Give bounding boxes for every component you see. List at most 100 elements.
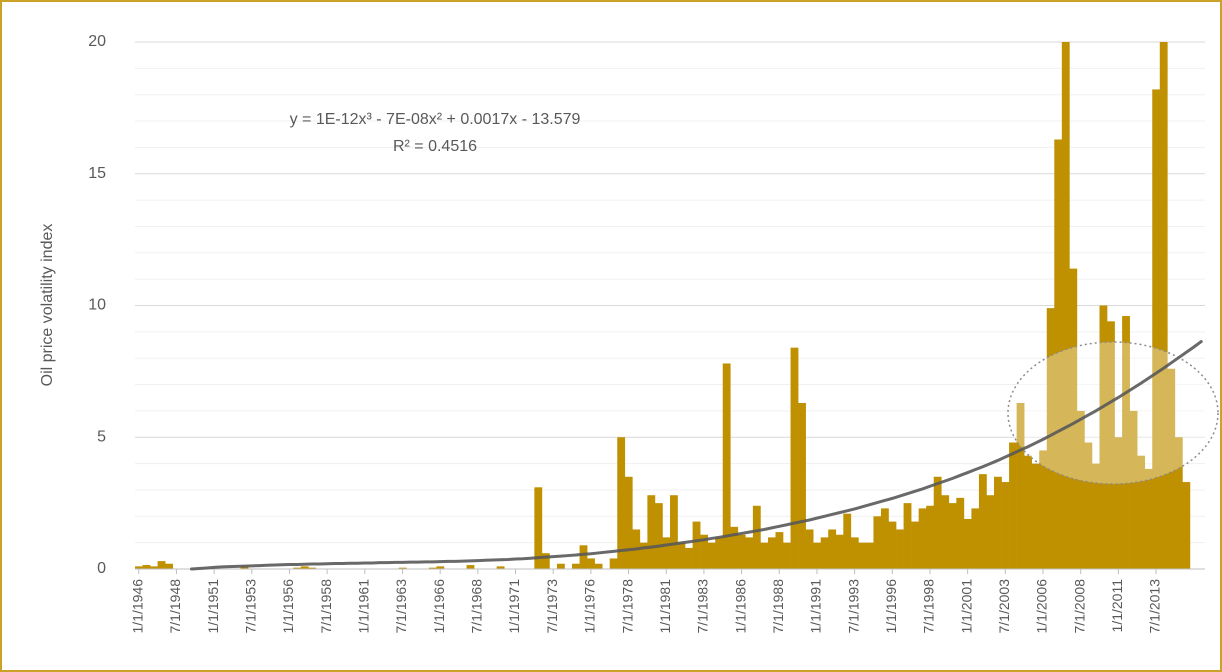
bar [956,497,965,569]
x-tick-label: 7/1/1993 [845,579,861,634]
bar [541,553,550,569]
bar [730,526,739,569]
bar [1122,316,1130,569]
bar [587,558,595,569]
bar [496,566,505,569]
bar [745,537,754,569]
bar [767,537,776,569]
bar [722,363,731,569]
bar [1182,482,1191,569]
bar [858,542,867,569]
bar [594,563,603,569]
x-tick-label: 7/1/1948 [167,579,183,634]
bar [1152,89,1161,570]
bar [700,534,708,569]
y-axis-label: Oil price volatility index [39,224,56,387]
bar [978,474,987,569]
bar [1174,437,1183,569]
bar [677,542,686,569]
x-tick-label: 7/1/1953 [242,579,258,634]
bar [617,437,626,569]
bar [1137,455,1146,569]
x-tick-label: 7/1/2003 [996,579,1012,634]
bar [1016,402,1025,569]
bar [135,566,143,569]
bar [1061,42,1070,569]
y-tick-label: 15 [88,165,106,182]
bar [948,503,957,569]
bar [873,516,882,569]
bar [737,534,746,569]
x-tick-label: 7/1/2008 [1071,579,1087,634]
y-tick-label: 5 [97,428,106,445]
bar [624,476,633,569]
bar [556,563,565,569]
bar [1009,442,1017,569]
bar [775,532,784,569]
bar [971,508,980,569]
bar [798,402,806,569]
bar [609,558,618,569]
bar [707,542,716,569]
x-tick-label: 1/1/2006 [1034,579,1050,634]
x-tick-label: 7/1/1968 [469,579,485,634]
bar [1099,305,1108,569]
bar [308,567,317,569]
bar [896,529,904,569]
x-tick-label: 1/1/1986 [732,579,748,634]
bar [1091,463,1100,569]
trend-equation: y = 1E-12x³ - 7E-08x² + 0.0017x - 13.579 [290,111,581,128]
bar [820,537,829,569]
bar [1069,268,1078,569]
bar [639,542,648,569]
bar [692,521,701,569]
bar [1001,482,1010,569]
y-tick-label: 10 [88,297,106,314]
bar [805,529,814,569]
bar [888,521,897,569]
bar [843,513,852,569]
bar [933,476,942,569]
bar [142,565,151,569]
bar [1084,442,1093,569]
bar [1107,321,1115,569]
bar [752,505,761,569]
trendline [190,340,1203,571]
x-tick-label: 1/1/1966 [431,579,447,634]
bar [150,566,158,569]
bar [1024,455,1032,569]
bar [1031,463,1040,569]
bar [941,495,950,569]
bar [685,547,693,569]
bar [157,561,166,569]
bar [466,565,475,569]
bars [135,42,1191,570]
bar [1167,368,1176,569]
y-tick-label: 0 [97,560,106,577]
bar [579,545,588,569]
bar [1159,42,1168,569]
bar [647,495,656,569]
bar [783,542,791,569]
x-tick-label: 1/1/1946 [129,579,145,634]
bar [293,567,302,569]
x-tick-label: 7/1/1958 [318,579,334,634]
bar [428,567,437,569]
x-tick-label: 1/1/1971 [506,579,522,634]
bar [534,487,543,569]
bar [903,503,912,569]
bar [760,542,769,569]
x-tick-label: 1/1/1956 [280,579,296,634]
x-tick-label: 7/1/2013 [1147,579,1163,634]
x-tick-label: 1/1/1961 [356,579,372,634]
bar [165,563,173,569]
bar [670,495,678,569]
bar [300,566,309,569]
bar [963,518,972,569]
highlight-ellipse [1007,341,1219,485]
x-tick-label: 7/1/1983 [695,579,711,634]
x-tick-label: 7/1/1963 [393,579,409,634]
x-tick-label: 1/1/1991 [808,579,824,634]
bar [790,347,799,569]
